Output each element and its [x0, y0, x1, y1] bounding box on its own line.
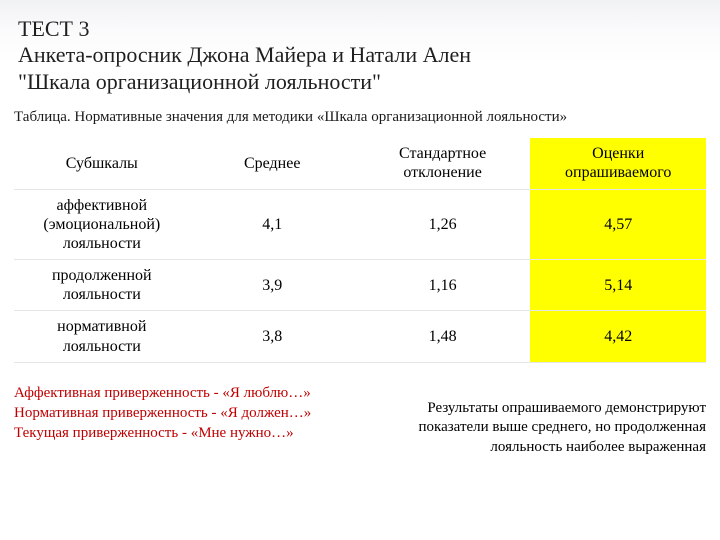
col-score: Оценки опрашиваемого	[530, 138, 706, 189]
slide: ТЕСТ 3 Анкета-опросник Джона Майера и На…	[0, 0, 720, 540]
legend-line-2: Нормативная приверженность - «Я должен…»	[14, 403, 386, 423]
table-header-row: Субшкалы Среднее Стандартное отклонение …	[14, 138, 706, 189]
legend-line-1: Аффективная приверженность - «Я люблю…»	[14, 383, 386, 403]
col-mean: Среднее	[190, 138, 355, 189]
legend-line-3: Текущая приверженность - «Мне нужно…»	[14, 423, 386, 443]
cell-sd: 1,16	[355, 260, 531, 311]
table-row: продолженной лояльности 3,9 1,16 5,14	[14, 260, 706, 311]
legend: Аффективная приверженность - «Я люблю…» …	[14, 383, 386, 458]
loyalty-table: Субшкалы Среднее Стандартное отклонение …	[14, 138, 706, 363]
cell-mean: 3,8	[190, 311, 355, 362]
col-subscale: Субшкалы	[14, 138, 190, 189]
cell-sd: 1,26	[355, 189, 531, 260]
cell-score: 4,42	[530, 311, 706, 362]
title-line-2: Анкета-опросник Джона Майера и Натали Ал…	[18, 42, 702, 68]
cell-score: 5,14	[530, 260, 706, 311]
title-line-3: "Шкала организационной лояльности"	[18, 69, 702, 95]
title-line-1: ТЕСТ 3	[18, 16, 702, 42]
table-row: нормативной лояльности 3,8 1,48 4,42	[14, 311, 706, 362]
cell-label: продолженной лояльности	[14, 260, 190, 311]
cell-sd: 1,48	[355, 311, 531, 362]
title-block: ТЕСТ 3 Анкета-опросник Джона Майера и На…	[18, 16, 702, 95]
table-row: аффективной (эмоциональной) лояльности 4…	[14, 189, 706, 260]
conclusion-text: Результаты опрашиваемого демонстрируют п…	[406, 383, 706, 458]
col-sd: Стандартное отклонение	[355, 138, 531, 189]
cell-mean: 4,1	[190, 189, 355, 260]
cell-mean: 3,9	[190, 260, 355, 311]
bottom-section: Аффективная приверженность - «Я люблю…» …	[14, 383, 706, 458]
cell-label: аффективной (эмоциональной) лояльности	[14, 189, 190, 260]
table-caption: Таблица. Нормативные значения для методи…	[14, 109, 706, 126]
cell-score: 4,57	[530, 189, 706, 260]
cell-label: нормативной лояльности	[14, 311, 190, 362]
